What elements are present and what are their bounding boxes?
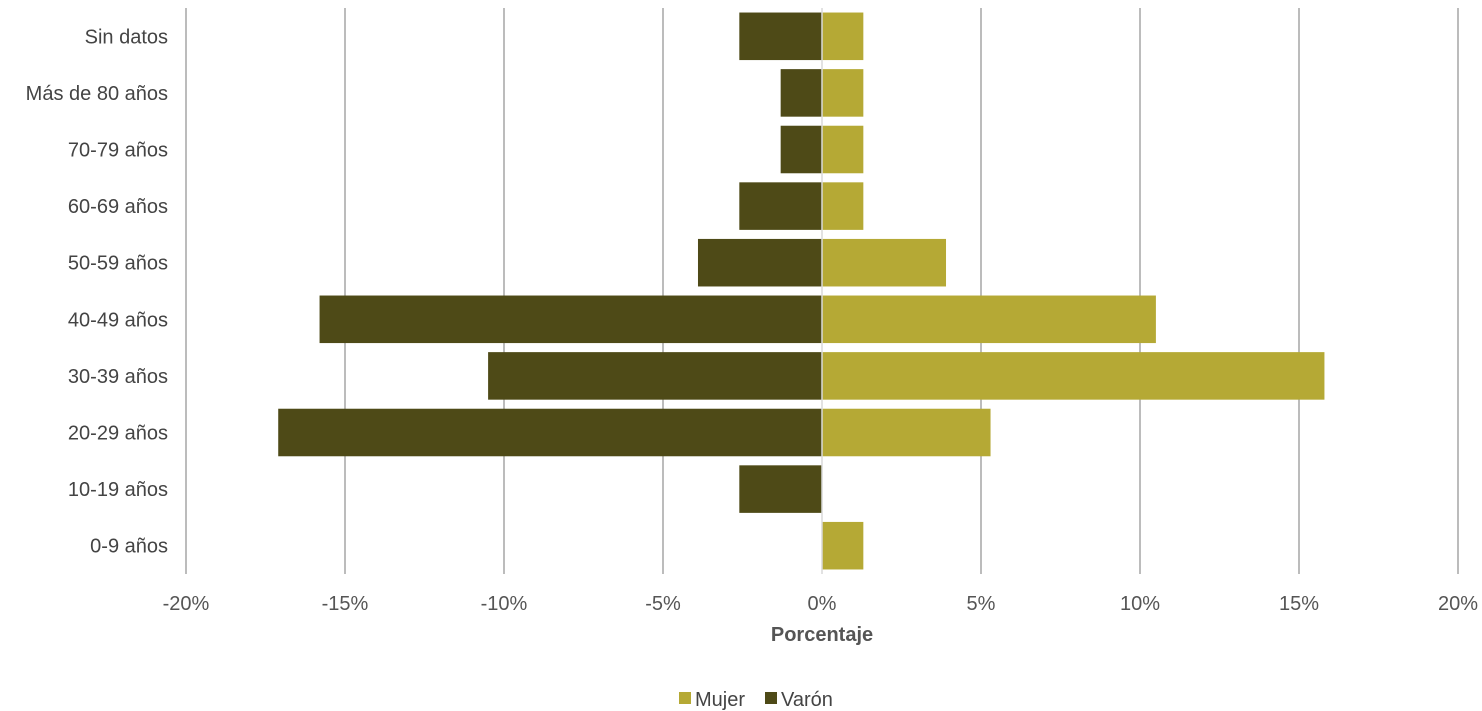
x-tick-label-7: 15% [1279, 593, 1319, 615]
x-tick-label-2: -10% [481, 593, 528, 615]
legend-label-varon: Varón [781, 689, 833, 711]
bar-varon-6 [488, 352, 822, 400]
bar-mujer-5 [822, 295, 1156, 344]
legend-swatch-mujer [679, 692, 691, 704]
category-label-3: 60-69 años [68, 196, 168, 218]
category-label-9: 0-9 años [90, 536, 168, 558]
legend-swatch-varon [765, 692, 777, 704]
bar-mujer-4 [822, 238, 947, 287]
bar-mujer-0 [822, 12, 864, 61]
category-label-7: 20-29 años [68, 423, 168, 445]
gridlines [185, 8, 1459, 574]
bar-mujer-3 [822, 182, 864, 230]
x-tick-label-8: 20% [1438, 593, 1478, 615]
category-label-0: Sin datos [85, 26, 168, 48]
bar-mujer-2 [822, 125, 864, 174]
x-tick-label-0: -20% [163, 593, 210, 615]
x-tick-label-1: -15% [322, 593, 369, 615]
bar-varon-3 [739, 182, 822, 230]
legend: Mujer Varón [679, 689, 833, 711]
bar-varon-8 [739, 465, 822, 513]
bar-mujer-7 [822, 408, 991, 457]
bar-mujer-9 [822, 521, 864, 570]
bar-varon-1 [780, 69, 822, 117]
bars [278, 12, 1325, 570]
bar-mujer-6 [822, 352, 1325, 400]
x-tick-label-5: 5% [967, 593, 996, 615]
category-label-2: 70-79 años [68, 140, 168, 162]
legend-label-mujer: Mujer [695, 689, 745, 711]
bar-varon-2 [780, 125, 822, 174]
category-label-4: 50-59 años [68, 253, 168, 275]
x-tick-label-4: 0% [808, 593, 837, 615]
x-tick-label-6: 10% [1120, 593, 1160, 615]
category-label-5: 40-49 años [68, 309, 168, 331]
bar-varon-7 [278, 408, 823, 457]
bar-mujer-1 [822, 69, 864, 117]
x-tick-label-3: -5% [645, 593, 681, 615]
category-labels: Sin datos Más de 80 años 70-79 años 60-69 a… [26, 26, 168, 557]
bar-varon-0 [739, 12, 822, 61]
bar-varon-5 [319, 295, 822, 344]
x-axis-title: Porcentaje [771, 624, 873, 646]
x-tick-labels: -20% -15% -10% -5% 0% 5% 10% 15% 20% [163, 593, 1479, 615]
category-label-8: 10-19 años [68, 479, 168, 501]
category-label-6: 30-39 años [68, 366, 168, 388]
category-label-1: Más de 80 años [26, 83, 168, 105]
bar-varon-4 [697, 238, 822, 287]
